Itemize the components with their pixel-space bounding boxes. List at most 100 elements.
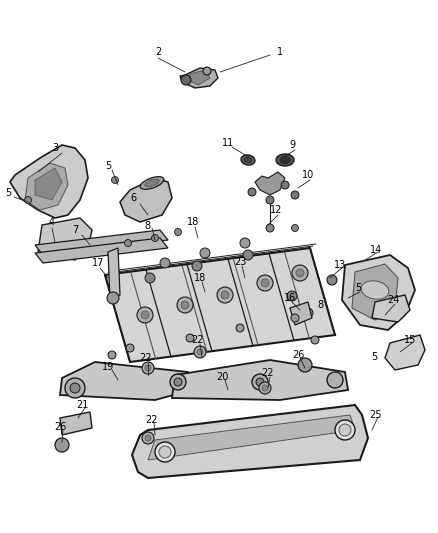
Text: 21: 21 [76, 400, 88, 410]
Circle shape [252, 374, 268, 390]
Ellipse shape [145, 179, 159, 187]
Text: 26: 26 [292, 350, 304, 360]
Text: 18: 18 [187, 217, 199, 227]
Circle shape [142, 432, 154, 444]
Circle shape [141, 311, 149, 319]
Text: 5: 5 [105, 161, 111, 171]
Circle shape [339, 424, 351, 436]
Circle shape [186, 334, 194, 342]
Text: 24: 24 [387, 295, 399, 305]
Circle shape [327, 372, 343, 388]
Ellipse shape [244, 157, 252, 163]
Circle shape [126, 344, 134, 352]
Text: 2: 2 [155, 47, 161, 57]
Circle shape [298, 358, 312, 372]
Text: 22: 22 [262, 368, 274, 378]
Text: 11: 11 [222, 138, 234, 148]
Polygon shape [108, 248, 120, 299]
Polygon shape [105, 248, 335, 362]
Text: 7: 7 [72, 225, 78, 235]
Circle shape [177, 297, 193, 313]
Text: 10: 10 [302, 170, 314, 180]
Circle shape [303, 308, 313, 318]
Circle shape [152, 235, 159, 241]
Ellipse shape [140, 176, 164, 189]
Circle shape [217, 287, 233, 303]
Text: 22: 22 [191, 335, 203, 345]
Circle shape [25, 197, 32, 204]
Circle shape [55, 438, 69, 452]
Text: 5: 5 [371, 352, 377, 362]
Circle shape [335, 420, 355, 440]
Circle shape [292, 265, 308, 281]
Text: 8: 8 [317, 300, 323, 310]
Text: 16: 16 [284, 293, 296, 303]
Circle shape [112, 176, 119, 183]
Text: 17: 17 [92, 258, 104, 268]
Text: 22: 22 [139, 353, 151, 363]
Text: 25: 25 [369, 410, 381, 420]
Text: 14: 14 [370, 245, 382, 255]
Circle shape [65, 378, 85, 398]
Text: 4: 4 [49, 217, 55, 227]
Ellipse shape [276, 154, 294, 166]
Text: 23: 23 [234, 257, 246, 267]
Circle shape [107, 292, 119, 304]
Circle shape [259, 382, 271, 394]
Text: 1: 1 [277, 47, 283, 57]
Polygon shape [385, 335, 425, 370]
Polygon shape [255, 172, 285, 195]
Circle shape [181, 301, 189, 309]
Circle shape [296, 269, 304, 277]
Circle shape [160, 258, 170, 268]
Polygon shape [132, 405, 368, 478]
Text: 6: 6 [130, 193, 136, 203]
Circle shape [261, 279, 269, 287]
Circle shape [266, 224, 274, 232]
Circle shape [145, 273, 155, 283]
Text: 13: 13 [334, 260, 346, 270]
Polygon shape [60, 412, 92, 435]
Text: 8: 8 [144, 221, 150, 231]
Text: 9: 9 [289, 140, 295, 150]
Circle shape [236, 324, 244, 332]
Circle shape [170, 374, 186, 390]
Polygon shape [38, 218, 92, 260]
Circle shape [174, 378, 182, 386]
Text: 12: 12 [270, 205, 282, 215]
Text: 22: 22 [145, 415, 157, 425]
Circle shape [248, 188, 256, 196]
Text: 5: 5 [5, 188, 11, 198]
Circle shape [291, 314, 299, 322]
Polygon shape [342, 255, 415, 330]
Text: 18: 18 [194, 273, 206, 283]
Circle shape [243, 250, 253, 260]
Circle shape [257, 275, 273, 291]
Circle shape [291, 191, 299, 199]
Polygon shape [25, 163, 68, 210]
Circle shape [145, 435, 151, 441]
Circle shape [221, 291, 229, 299]
Polygon shape [10, 145, 88, 218]
Circle shape [197, 349, 203, 355]
Circle shape [292, 224, 299, 231]
Polygon shape [35, 238, 168, 263]
Text: 15: 15 [404, 335, 416, 345]
Circle shape [287, 291, 297, 301]
Circle shape [262, 385, 268, 391]
Polygon shape [180, 68, 218, 88]
Circle shape [108, 351, 116, 359]
Text: 20: 20 [216, 372, 228, 382]
Circle shape [203, 67, 211, 75]
Circle shape [70, 383, 80, 393]
Circle shape [159, 446, 171, 458]
Circle shape [174, 229, 181, 236]
Text: 3: 3 [52, 143, 58, 153]
Circle shape [256, 378, 264, 386]
Circle shape [145, 365, 151, 371]
Polygon shape [148, 415, 355, 460]
Polygon shape [352, 264, 398, 320]
Circle shape [266, 196, 274, 204]
Circle shape [240, 238, 250, 248]
Circle shape [200, 248, 210, 258]
